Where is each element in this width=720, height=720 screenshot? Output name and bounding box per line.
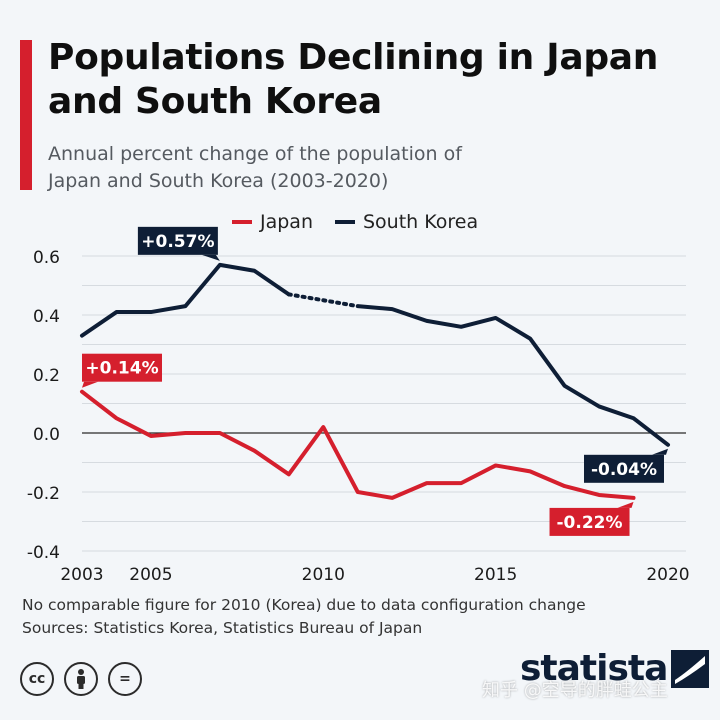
callout-label: +0.14% <box>85 359 158 379</box>
x-tick-label: 2003 <box>60 565 103 585</box>
series-line-japan <box>80 389 636 500</box>
callout-label: +0.57% <box>141 232 214 252</box>
y-tick-label: -0.2 <box>27 484 60 504</box>
chart-subtitle: Annual percent change of the population … <box>48 143 462 192</box>
x-tick-label: 2015 <box>474 565 517 585</box>
watermark: 知乎 @空导的胖蛙公主 <box>482 680 668 701</box>
x-tick-label: 2005 <box>129 565 172 585</box>
brand-name: statista <box>520 648 668 689</box>
callout-box <box>584 454 664 483</box>
no-derivatives-icon[interactable]: = <box>108 662 142 696</box>
callout-pointer <box>82 381 98 388</box>
license-icons: cc = <box>20 662 152 696</box>
legend: Japan South Korea <box>232 211 500 233</box>
series-line-south-korea <box>80 262 291 338</box>
x-tick-label: 2010 <box>302 565 345 585</box>
series-gap-south-korea <box>286 292 360 309</box>
creative-commons-icon[interactable]: cc <box>20 662 54 696</box>
footnote-sources: Sources: Statistics Korea, Statistics Bu… <box>22 619 423 637</box>
y-tick-label: 0.2 <box>33 366 60 386</box>
x-tick-label: 2020 <box>646 565 689 585</box>
legend-label-south-korea: South Korea <box>363 211 479 233</box>
series-line-south-korea <box>355 304 670 447</box>
callout-box <box>549 507 630 536</box>
statista-logo[interactable]: statista <box>520 648 710 689</box>
callout-pointer <box>201 254 220 261</box>
y-tick-label: 0.6 <box>33 248 60 268</box>
callout-pointer <box>617 501 634 508</box>
y-tick-label: 0.4 <box>33 307 60 327</box>
y-tick-label: 0.0 <box>33 425 60 445</box>
statista-mark-icon <box>671 649 710 688</box>
attribution-icon[interactable] <box>64 662 98 696</box>
callout-label: -0.04% <box>591 460 657 480</box>
y-tick-label: -0.4 <box>27 543 60 563</box>
callout-box <box>82 353 162 382</box>
callout-pointer <box>652 448 668 455</box>
callout-box <box>137 226 218 255</box>
chart-title: Populations Declining in Japan and South… <box>48 37 659 122</box>
title-accent-bar <box>20 40 32 190</box>
footnote-note: No comparable figure for 2010 (Korea) du… <box>22 596 586 614</box>
legend-item-south-korea: South Korea <box>335 211 478 233</box>
legend-item-japan: Japan <box>232 211 313 233</box>
callout-label: -0.22% <box>557 513 623 533</box>
footnote: No comparable figure for 2010 (Korea) du… <box>22 594 712 640</box>
legend-swatch-japan <box>232 220 252 224</box>
legend-swatch-south-korea <box>335 220 355 224</box>
legend-label-japan: Japan <box>260 211 313 233</box>
